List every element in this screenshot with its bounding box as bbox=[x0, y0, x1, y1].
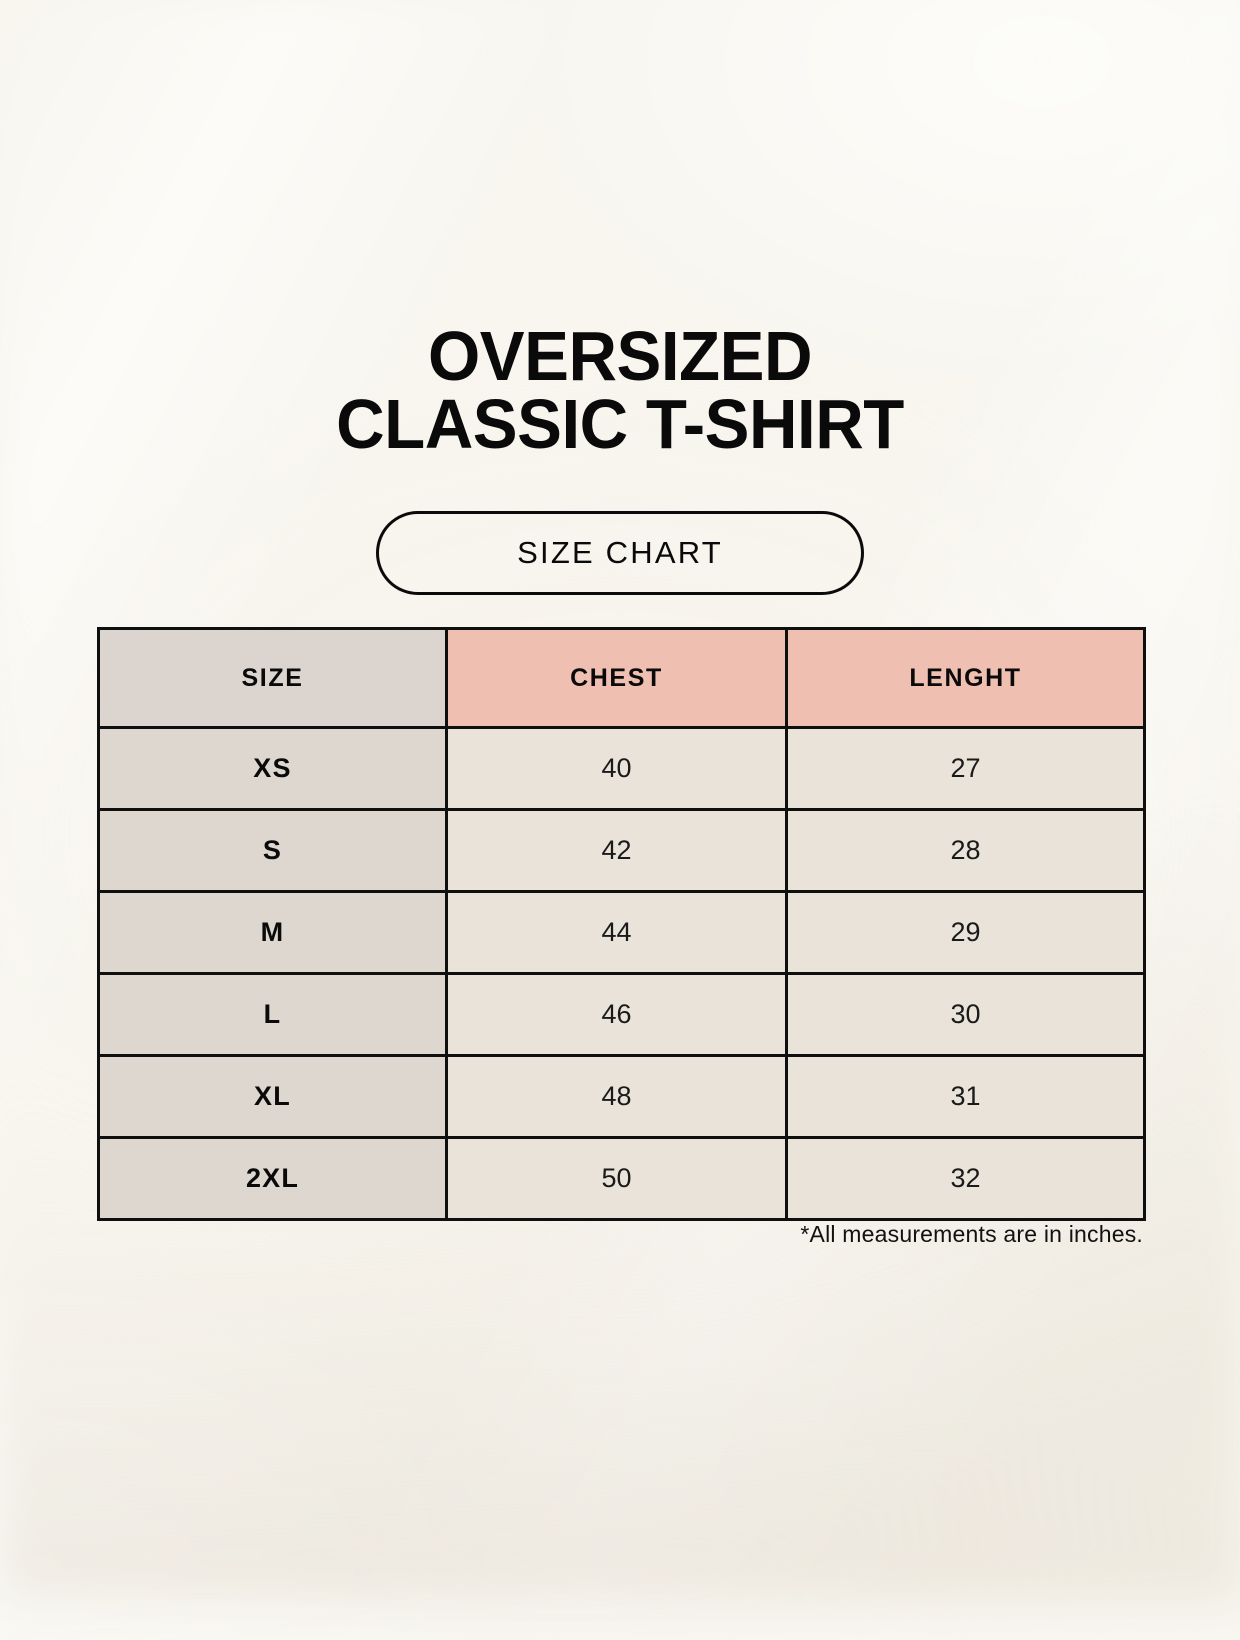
row-chest-value: 40 bbox=[445, 726, 788, 811]
column-header-size: SIZE bbox=[97, 627, 448, 729]
table-row: S 42 28 bbox=[97, 808, 1146, 893]
row-size-label: XS bbox=[97, 726, 448, 811]
table-header-row: SIZE CHEST LENGHT bbox=[97, 627, 1146, 729]
page-title: OVERSIZED CLASSIC T-SHIRT bbox=[0, 317, 1240, 463]
column-header-length: LENGHT bbox=[785, 627, 1146, 729]
table-row: L 46 30 bbox=[97, 972, 1146, 1057]
row-size-label: M bbox=[97, 890, 448, 975]
measurement-units-note: *All measurements are in inches. bbox=[800, 1221, 1143, 1247]
column-header-chest: CHEST bbox=[445, 627, 788, 729]
row-size-label: L bbox=[97, 972, 448, 1057]
table-body: XS 40 27 S 42 28 M 44 29 L 46 30 bbox=[97, 726, 1146, 1221]
size-chart-badge-label: SIZE CHART bbox=[517, 535, 723, 570]
row-length-value: 29 bbox=[785, 890, 1146, 975]
page-title-line-1: OVERSIZED bbox=[427, 317, 813, 395]
row-length-value: 32 bbox=[785, 1136, 1146, 1221]
row-chest-value: 48 bbox=[445, 1054, 788, 1139]
row-chest-value: 50 bbox=[445, 1136, 788, 1221]
row-chest-value: 46 bbox=[445, 972, 788, 1057]
size-chart-table: SIZE CHEST LENGHT XS 40 27 S 42 28 M bbox=[97, 627, 1146, 1221]
row-size-label: 2XL bbox=[97, 1136, 448, 1221]
size-chart-table-container: SIZE CHEST LENGHT XS 40 27 S 42 28 M bbox=[97, 627, 1146, 1221]
table-row: XL 48 31 bbox=[97, 1054, 1146, 1139]
table-header: SIZE CHEST LENGHT bbox=[97, 627, 1146, 729]
row-size-label: XL bbox=[97, 1054, 448, 1139]
row-length-value: 31 bbox=[785, 1054, 1146, 1139]
size-chart-badge: SIZE CHART bbox=[376, 511, 864, 595]
row-length-value: 30 bbox=[785, 972, 1146, 1057]
row-length-value: 28 bbox=[785, 808, 1146, 893]
size-chart-page: OVERSIZED CLASSIC T-SHIRT SIZE CHART SIZ… bbox=[0, 317, 1240, 1247]
row-chest-value: 42 bbox=[445, 808, 788, 893]
row-length-value: 27 bbox=[785, 726, 1146, 811]
row-size-label: S bbox=[97, 808, 448, 893]
table-row: XS 40 27 bbox=[97, 726, 1146, 811]
table-row: 2XL 50 32 bbox=[97, 1136, 1146, 1221]
table-row: M 44 29 bbox=[97, 890, 1146, 975]
row-chest-value: 44 bbox=[445, 890, 788, 975]
page-title-line-2: CLASSIC T-SHIRT bbox=[336, 385, 904, 463]
